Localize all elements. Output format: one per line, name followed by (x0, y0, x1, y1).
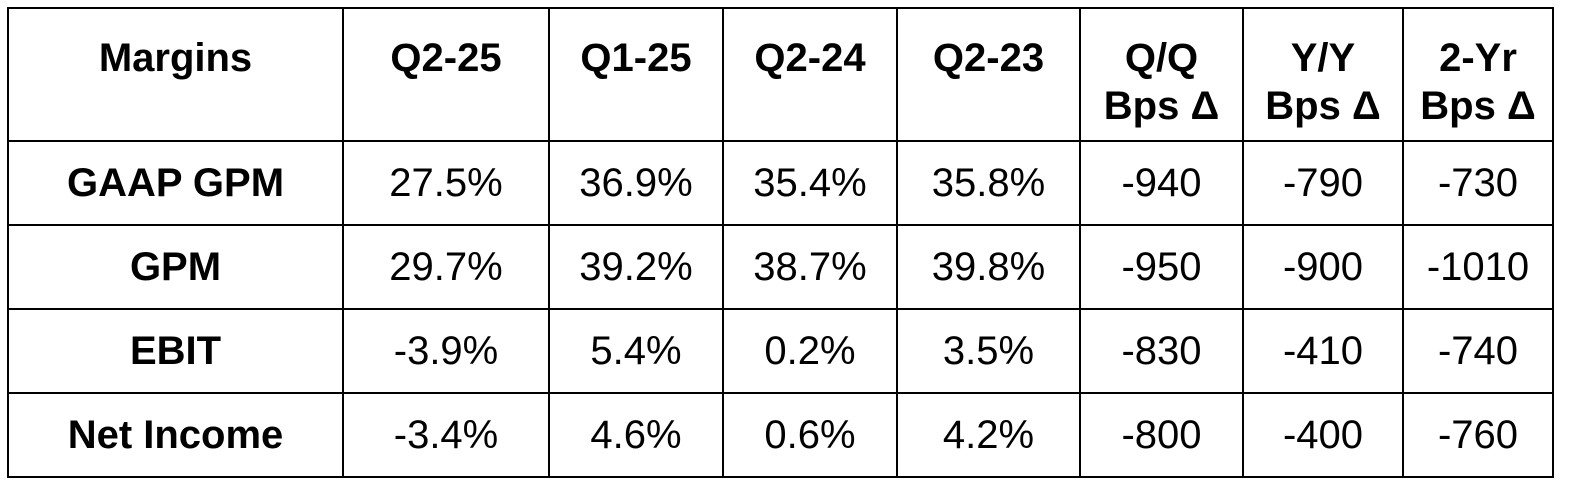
header-cell-2yr-bps: 2-Yr Bps Δ (1402, 7, 1554, 142)
table-cell: -900 (1242, 224, 1404, 310)
table-cell: 3.5% (896, 308, 1081, 394)
table-row: Net Income -3.4% 4.6% 0.6% 4.2% -800 -40… (7, 392, 1554, 478)
table-row: EBIT -3.9% 5.4% 0.2% 3.5% -830 -410 -740 (7, 308, 1554, 394)
table-cell: -410 (1242, 308, 1404, 394)
table-cell: 0.2% (722, 308, 898, 394)
header-cell-qq-bps: Q/Q Bps Δ (1079, 7, 1244, 142)
table-cell: -730 (1402, 140, 1554, 226)
table-cell: -800 (1079, 392, 1244, 478)
table-cell: -790 (1242, 140, 1404, 226)
table-cell: 35.4% (722, 140, 898, 226)
table-cell: -400 (1242, 392, 1404, 478)
header-cell-q1-25: Q1-25 (548, 7, 724, 142)
header-cell-q2-23: Q2-23 (896, 7, 1081, 142)
table-cell: -760 (1402, 392, 1554, 478)
table-cell: 27.5% (342, 140, 550, 226)
table-cell: -3.9% (342, 308, 550, 394)
header-cell-q2-24: Q2-24 (722, 7, 898, 142)
table-cell: 5.4% (548, 308, 724, 394)
margins-table: Margins Q2-25 Q1-25 Q2-24 Q2-23 Q/Q Bps … (7, 7, 1554, 478)
table-row: GPM 29.7% 39.2% 38.7% 39.8% -950 -900 -1… (7, 224, 1554, 310)
table-cell: -950 (1079, 224, 1244, 310)
table-cell: 38.7% (722, 224, 898, 310)
table-cell: -940 (1079, 140, 1244, 226)
header-cell-q2-25: Q2-25 (342, 7, 550, 142)
table-cell: -3.4% (342, 392, 550, 478)
table-cell: 4.2% (896, 392, 1081, 478)
table-cell: 29.7% (342, 224, 550, 310)
table-cell: -830 (1079, 308, 1244, 394)
table-cell: 4.6% (548, 392, 724, 478)
header-cell-margins: Margins (7, 7, 344, 142)
table-cell: 39.8% (896, 224, 1081, 310)
row-label: GAAP GPM (7, 140, 344, 226)
row-label: GPM (7, 224, 344, 310)
table-cell: 0.6% (722, 392, 898, 478)
table-cell: -1010 (1402, 224, 1554, 310)
table-cell: 39.2% (548, 224, 724, 310)
table-cell: 36.9% (548, 140, 724, 226)
row-label: Net Income (7, 392, 344, 478)
header-cell-yy-bps: Y/Y Bps Δ (1242, 7, 1404, 142)
table-cell: 35.8% (896, 140, 1081, 226)
table-cell: -740 (1402, 308, 1554, 394)
row-label: EBIT (7, 308, 344, 394)
table-row: GAAP GPM 27.5% 36.9% 35.4% 35.8% -940 -7… (7, 140, 1554, 226)
header-row: Margins Q2-25 Q1-25 Q2-24 Q2-23 Q/Q Bps … (7, 7, 1554, 142)
